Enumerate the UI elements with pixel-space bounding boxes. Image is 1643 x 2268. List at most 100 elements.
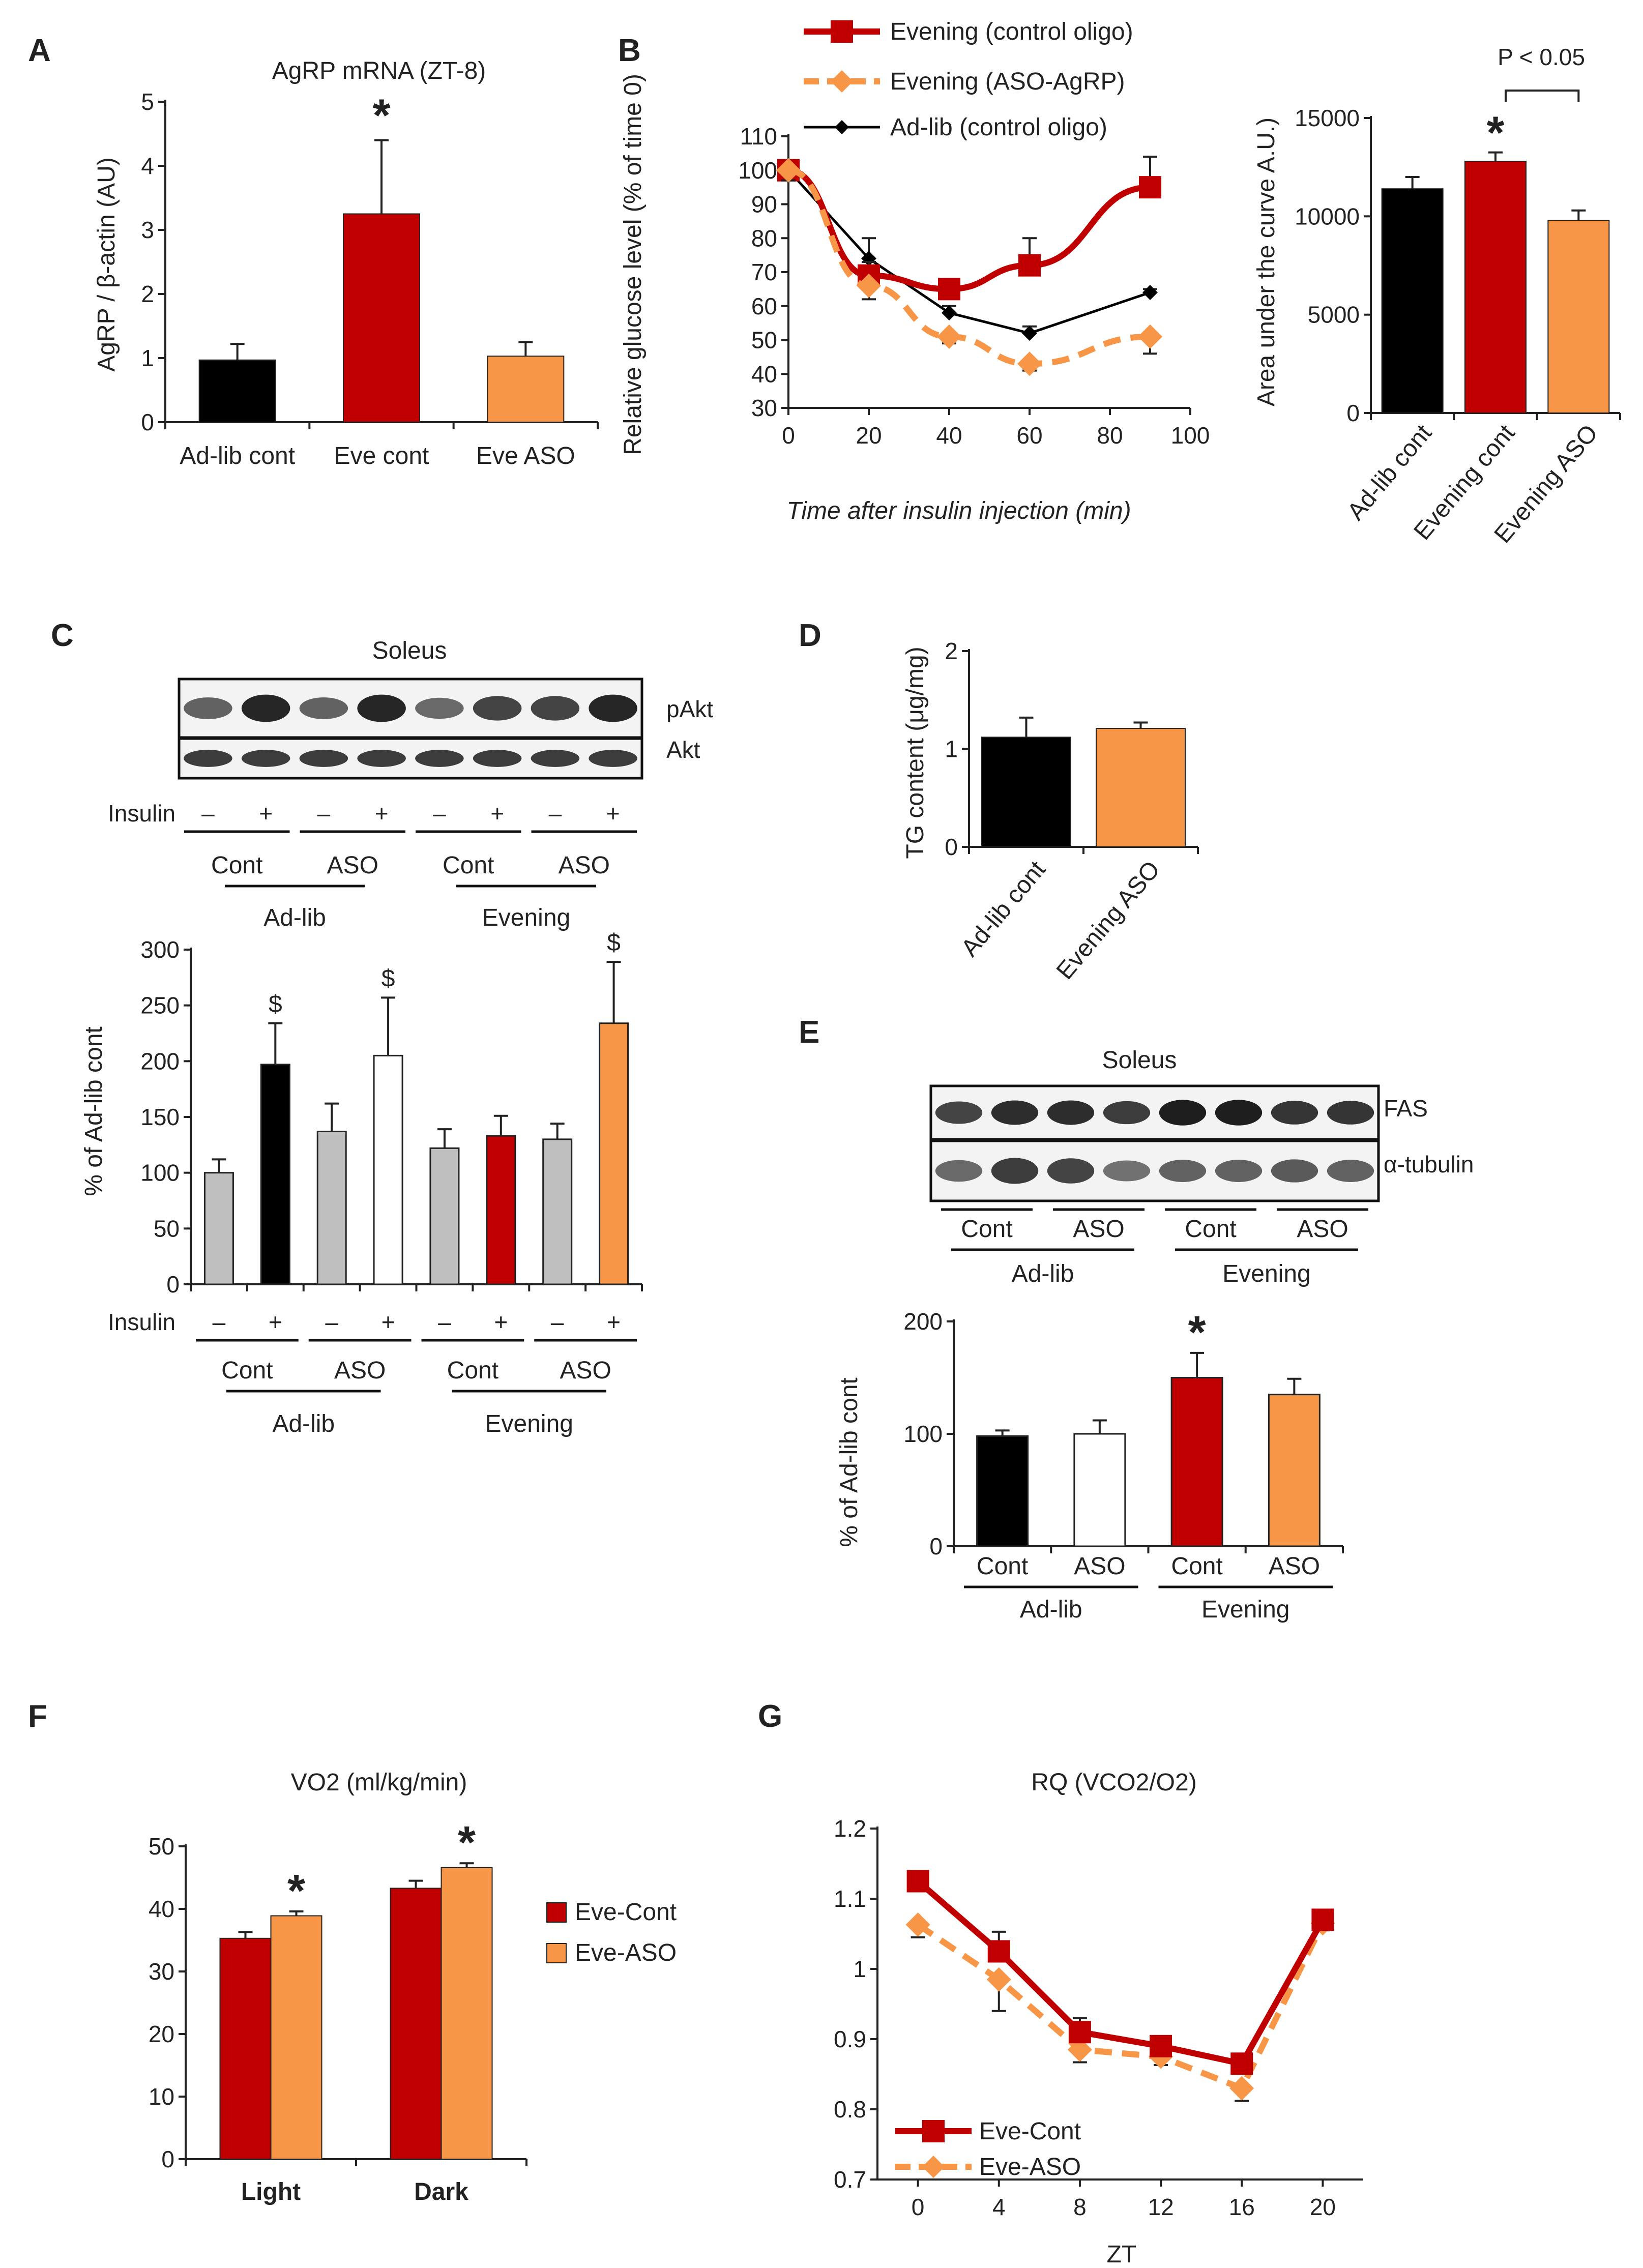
panel-g-y-tick-label: 1 xyxy=(853,1956,866,1982)
panel-e-tubulin-band xyxy=(1047,1158,1095,1184)
panel-e-band-tubulin: α-tubulin xyxy=(1384,1151,1474,1177)
panel-g-marker-square xyxy=(1311,1908,1334,1931)
panel-e-tubulin-band xyxy=(1327,1160,1374,1182)
panel-b-inset-y-tick-label: 5000 xyxy=(1308,302,1360,328)
panel-c-bar xyxy=(203,1172,234,1285)
panel-b-x-tick-label: 40 xyxy=(936,422,962,449)
panel-e-fas-band xyxy=(991,1100,1039,1125)
panel-b-x-tick-label: 100 xyxy=(1171,422,1210,449)
panel-b-x-tick-label: 60 xyxy=(1016,422,1042,449)
panel-c-insulin-sign: + xyxy=(382,1309,395,1335)
panel-c-subgroup-label: Cont xyxy=(221,1357,273,1384)
panel-g-xlabel: ZT xyxy=(1107,2241,1137,2268)
panel-c-band-akt: Akt xyxy=(666,737,700,763)
panel-f-y-tick-label: 40 xyxy=(149,1896,174,1922)
panel-b-x-tick-label: 20 xyxy=(856,422,882,449)
panel-c-subgroup-label: ASO xyxy=(334,1357,386,1384)
panel-letter-f: F xyxy=(28,1699,47,1734)
panel-c-blot-title: Soleus xyxy=(372,637,447,664)
panel-f-y-tick-label: 20 xyxy=(149,2021,174,2047)
panel-letter-c: C xyxy=(51,618,74,653)
panel-b-y-tick-label: 80 xyxy=(751,225,777,251)
panel-b-inset-ylabel: Area under the curve A.U.) xyxy=(1253,117,1280,406)
panel-f-legend-swatch xyxy=(546,1943,567,1963)
panel-g-x-tick-label: 20 xyxy=(1310,2194,1336,2220)
panel-b-marker-diamond xyxy=(857,273,881,298)
panel-g-marker-diamond xyxy=(905,1912,930,1937)
panel-b-x-tick-label: 80 xyxy=(1097,422,1123,449)
panel-f-bar xyxy=(441,1867,493,2160)
panel-g-x-tick-label: 16 xyxy=(1229,2194,1255,2220)
panel-a-x-tick-label: Eve ASO xyxy=(476,443,575,469)
panel-f-legend-swatch xyxy=(546,1902,567,1923)
panel-d-x-tick-label: Ad-lib cont xyxy=(956,856,1051,962)
panel-f-title: VO2 (ml/kg/min) xyxy=(291,1769,467,1796)
panel-c-blot-insulin-sign: + xyxy=(490,800,504,827)
panel-f-x-tick-label: Dark xyxy=(414,2178,468,2205)
panel-a-y-tick-label: 2 xyxy=(141,281,154,307)
panel-c-akt-band xyxy=(473,750,522,767)
panel-letter-a: A xyxy=(28,33,51,68)
panel-letter-g: G xyxy=(758,1699,782,1734)
panel-b-legend-label: Evening (control oligo) xyxy=(890,18,1133,45)
panel-a-x-tick-label: Ad-lib cont xyxy=(180,443,295,469)
panel-f-bar xyxy=(270,1915,322,2160)
panel-g-y-tick-label: 0.9 xyxy=(834,2026,866,2052)
panel-d-y-tick-label: 2 xyxy=(945,638,958,664)
panel-g-title: RQ (VCO2/O2) xyxy=(1031,1769,1196,1796)
panel-b-inset-significance-star: * xyxy=(1486,108,1504,159)
panel-b-marker-square xyxy=(1018,254,1041,277)
panel-g-marker-square xyxy=(906,1870,929,1893)
panel-d-ylabel: TG content (μg/mg) xyxy=(902,646,929,859)
panel-f-x-tick-label: Light xyxy=(241,2178,301,2205)
panel-b-x-tick-label: 0 xyxy=(782,422,795,449)
panel-e-bar xyxy=(1170,1377,1223,1547)
panel-b-y-tick-label: 70 xyxy=(751,259,777,285)
panel-e-group-label: Ad-lib xyxy=(1020,1596,1082,1623)
panel-g-x-tick-label: 4 xyxy=(992,2194,1006,2220)
panel-a-bar xyxy=(343,213,420,423)
panel-c-blot-insulin-sign: – xyxy=(201,800,215,827)
panel-g-legend-marker xyxy=(922,2120,945,2142)
panel-f-significance-star: * xyxy=(458,1817,476,1868)
panel-a-y-tick-label: 3 xyxy=(141,217,154,243)
panel-g-series-line-1 xyxy=(916,1922,1326,2093)
panel-e-bar xyxy=(1268,1394,1321,1547)
panel-c-y-tick-label: 0 xyxy=(166,1271,180,1298)
panel-c-bar xyxy=(316,1131,347,1285)
panel-c-akt-band xyxy=(357,750,406,767)
panel-g-marker-square xyxy=(987,1940,1010,1963)
panel-c-pakt-band xyxy=(241,694,290,722)
panel-c-blot-insulin-sign: + xyxy=(606,800,620,827)
panel-g-legend-marker xyxy=(922,2156,945,2178)
panel-c-group-label: Ad-lib xyxy=(272,1410,335,1437)
panel-e-blot-title: Soleus xyxy=(1102,1047,1177,1074)
panel-e-bar xyxy=(976,1435,1029,1547)
panel-c-bar xyxy=(486,1135,516,1285)
panel-g-legend-label: Eve-ASO xyxy=(979,2154,1081,2181)
panel-c-insulin-sign: + xyxy=(607,1309,621,1335)
panel-e-x-tick-label: ASO xyxy=(1074,1553,1125,1580)
panel-c-akt-band xyxy=(415,750,464,767)
panel-a-x-tick-label: Eve cont xyxy=(334,443,429,469)
panel-c-blot-insulin-sign: – xyxy=(433,800,446,827)
panel-c-insulin-sign: + xyxy=(494,1309,508,1335)
panel-b-y-tick-label: 110 xyxy=(740,123,777,150)
panel-c-insulin-sign: – xyxy=(438,1309,451,1335)
panel-b-legend-marker xyxy=(835,120,849,134)
panel-f-y-tick-label: 30 xyxy=(149,1958,174,1985)
panel-g-series-line-0 xyxy=(916,1878,1326,2068)
panel-g-y-tick-label: 1.2 xyxy=(834,1815,866,1842)
panel-b-inset-y-tick-label: 0 xyxy=(1346,400,1360,426)
panel-c-blot-insulin-sign: + xyxy=(259,800,273,827)
panel-a-bar xyxy=(198,359,276,423)
panel-g-x-tick-label: 12 xyxy=(1148,2194,1173,2220)
panel-e-y-tick-label: 200 xyxy=(903,1308,943,1335)
panel-e-tubulin-band xyxy=(1271,1159,1318,1183)
panel-b-y-tick-label: 100 xyxy=(738,157,777,184)
panel-b-marker-diamond-small xyxy=(1142,285,1158,301)
panel-b-marker-square xyxy=(1139,176,1161,199)
panel-c-pakt-band xyxy=(589,694,637,722)
panel-c-y-tick-label: 100 xyxy=(140,1160,180,1186)
panel-e-blot-subgroup-label: ASO xyxy=(1073,1216,1124,1243)
